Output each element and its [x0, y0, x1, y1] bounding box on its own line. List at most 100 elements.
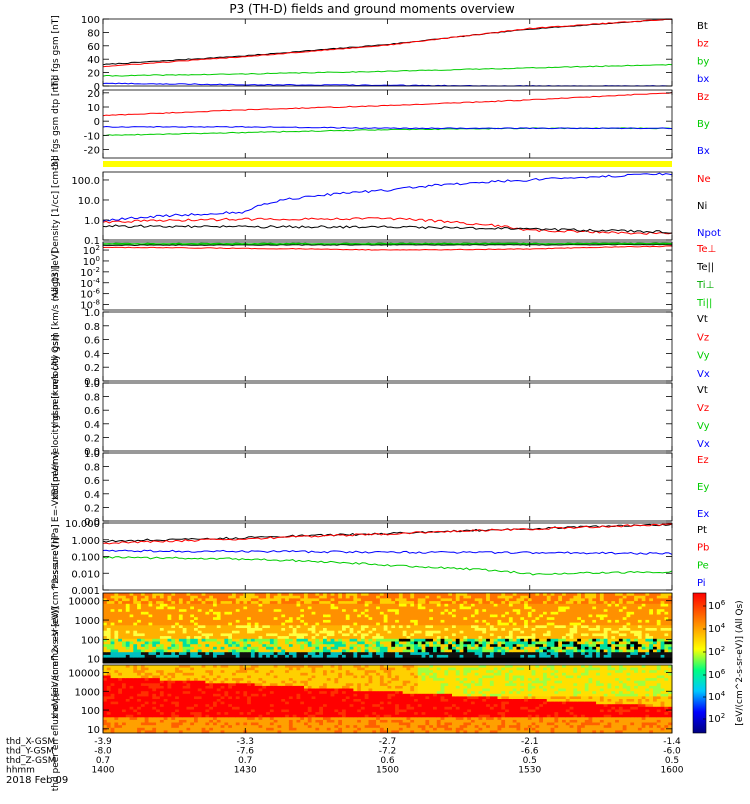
heatmap-cell [130, 723, 134, 726]
panel-8 [103, 523, 672, 590]
heatmap-cell [168, 723, 172, 726]
legend-label-Pb: Pb [697, 543, 709, 554]
legend-label-Bt: Bt [697, 21, 708, 32]
panel-1 [103, 19, 672, 86]
y-tick-label: 0.8 [84, 463, 100, 474]
legend-label-Ne: Ne [697, 174, 711, 185]
y-tick-label: 0.6 [84, 406, 100, 417]
y-tick-label: 100 [81, 15, 100, 26]
legend-label-By: By [697, 119, 710, 130]
y-tick-label: 80 [87, 28, 100, 39]
panel-6 [103, 383, 672, 451]
heatmap-cell [171, 707, 175, 710]
heatmap-cell [126, 673, 130, 676]
y-tick-label: 1.0 [84, 308, 100, 319]
heatmap-cell [171, 689, 175, 692]
heatmap-cell [137, 673, 141, 676]
heatmap-cell [141, 707, 145, 710]
heatmap-cell [168, 707, 172, 710]
y-tick-label: 1000 [75, 616, 100, 627]
heatmap-cell [149, 707, 153, 710]
heatmap-cell [107, 707, 111, 710]
heatmap-cell [175, 723, 179, 726]
heatmap-cell [205, 723, 209, 726]
heatmap-cell [111, 689, 115, 692]
heatmap-cell [190, 689, 194, 692]
heatmap-cell [179, 673, 183, 676]
y-tick-label: 10 [87, 655, 100, 666]
legend-label-Ni: Ni [697, 201, 707, 212]
heatmap-cell [137, 723, 141, 726]
heatmap-cell [103, 707, 107, 710]
colorbar-tick-label: 102 [708, 712, 725, 725]
panel-frame [103, 19, 672, 86]
heatmap-cell [209, 723, 213, 726]
heatmap-cell [194, 673, 198, 676]
colorbar-tick-label: 104 [708, 690, 726, 703]
y-tick-label: 0.4 [84, 490, 100, 501]
y-tick-label: 1.0 [84, 216, 100, 227]
y-tick-label: 0.2 [84, 433, 100, 444]
plot-title: P3 (TH-D) fields and ground moments over… [229, 2, 514, 16]
heatmap-cell [126, 707, 130, 710]
legend-label-Ex: Ex [697, 509, 709, 520]
y-tick-label: 0.6 [84, 476, 100, 487]
heatmap-cell [152, 689, 156, 692]
heatmap-cell [179, 723, 183, 726]
y-tick-label: 0 [94, 117, 100, 128]
heatmap-cell [209, 707, 213, 710]
heatmap-cell [164, 723, 168, 726]
panel-9 [103, 593, 673, 664]
y-tick-label: 0.2 [84, 363, 100, 374]
legend-label-Vt: Vt [697, 385, 708, 396]
panel-frame [103, 90, 672, 158]
heatmap-cell [202, 673, 206, 676]
heatmap-cell [118, 723, 122, 726]
heatmap-cell [118, 707, 122, 710]
heatmap-cell [118, 673, 122, 676]
heatmap-cell [202, 689, 206, 692]
heatmap-cell [194, 707, 198, 710]
y-tick-label: 0.6 [84, 336, 100, 347]
heatmap-cell [187, 723, 191, 726]
legend-label-Npot: Npot [697, 228, 721, 239]
heatmap-cell [137, 689, 141, 692]
y-tick-label: 0.2 [84, 503, 100, 514]
y-tick-label: 0.4 [84, 349, 100, 360]
panel-frame [103, 172, 672, 240]
panel-2 [103, 90, 672, 158]
heatmap-cell [133, 689, 137, 692]
legend-label-Pt: Pt [697, 525, 707, 536]
heatmap-cell [114, 689, 118, 692]
heatmap-cell [179, 707, 183, 710]
panel-3 [103, 172, 672, 240]
heatmap-cell [194, 689, 198, 692]
heatmap-cell [187, 707, 191, 710]
heatmap-cell [103, 673, 107, 676]
heatmap-cell [179, 689, 183, 692]
heatmap-cell [164, 673, 168, 676]
colorbar-tick-label: 106 [708, 599, 726, 612]
heatmap-cell [118, 689, 122, 692]
heatmap-cell [130, 689, 134, 692]
heatmap-cell [114, 723, 118, 726]
panel-frame [103, 242, 672, 310]
series-line-Bx [103, 127, 672, 129]
heatmap-cell [175, 707, 179, 710]
legend-label-Te||: Te|| [696, 262, 714, 273]
heatmap-cell [133, 673, 137, 676]
heatmap-cell [152, 673, 156, 676]
y-tick-label: 40 [87, 55, 100, 66]
y-tick-label: 0.100 [71, 553, 100, 564]
series-line-Bz [103, 92, 672, 115]
heatmap-cell [209, 673, 213, 676]
y-tick-label: 1.000 [71, 536, 100, 547]
heatmap-cell [190, 723, 194, 726]
heatmap-cell [171, 673, 175, 676]
legend-label-Ey: Ey [697, 482, 709, 493]
heatmap-cell [152, 723, 156, 726]
heatmap-cell [183, 673, 187, 676]
heatmap-cell [160, 689, 164, 692]
legend-label-Vy: Vy [697, 351, 710, 362]
